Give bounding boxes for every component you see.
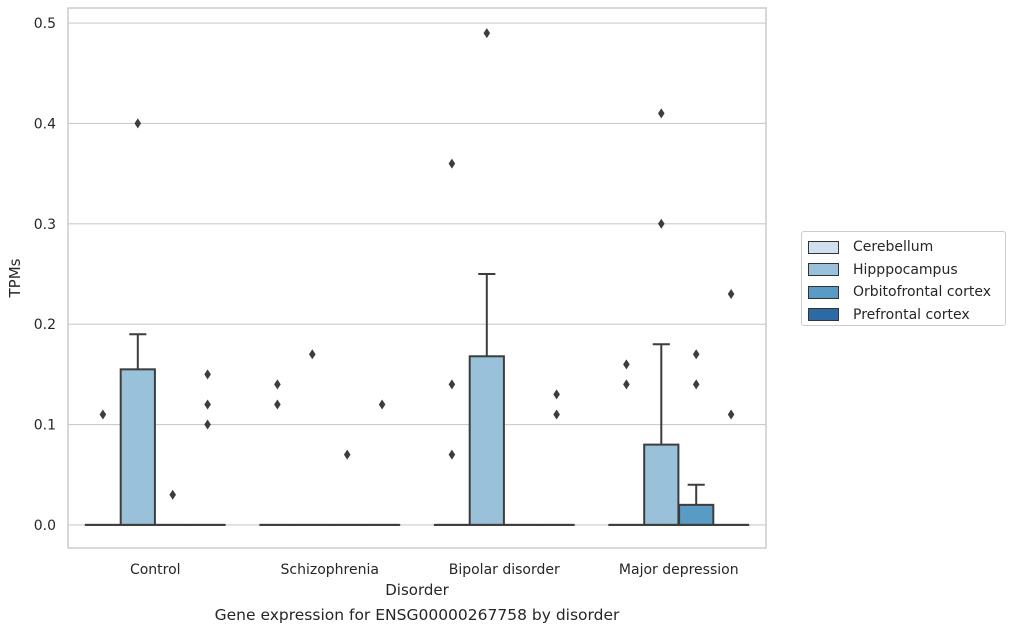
- outlier-marker: [204, 399, 211, 410]
- outlier-marker: [99, 409, 107, 420]
- legend-label-orbitofrontal: Orbitofrontal cortex: [853, 284, 991, 301]
- outlier-marker: [623, 359, 630, 370]
- outlier-marker: [727, 409, 735, 420]
- box: [119, 368, 156, 526]
- legend-item-orbitofrontal: Orbitofrontal cortex: [808, 281, 999, 304]
- outlier-marker: [727, 289, 735, 300]
- x-tick-labels: Control Schizophrenia Bipolar disorder Majo…: [130, 562, 739, 578]
- y-tick-labels: 0.0 0.1 0.2 0.3 0.4 0.5: [34, 16, 56, 534]
- x-tick-label: Major depression: [619, 562, 739, 578]
- outlier-marker: [134, 118, 142, 129]
- y-tick-label: 0.3: [34, 217, 56, 233]
- outlier-marker: [169, 489, 176, 500]
- box-1-0: [119, 333, 156, 526]
- legend-swatch-orbitofrontal: [808, 285, 839, 299]
- x-tick-label: Schizophrenia: [281, 562, 379, 578]
- y-tick-label: 0.0: [34, 518, 56, 534]
- outlier-marker: [309, 349, 316, 360]
- boxes: [84, 272, 750, 526]
- outlier-marker: [204, 369, 211, 380]
- outlier-marker: [658, 218, 665, 229]
- x-tick-label: Bipolar disorder: [449, 562, 560, 578]
- y-tick-label: 0.2: [34, 317, 56, 333]
- box: [643, 443, 680, 526]
- outlier-marker: [274, 379, 281, 390]
- x-axis-label: Disorder: [385, 581, 449, 599]
- outlier-marker: [483, 28, 491, 39]
- y-axis-label: TPMs: [6, 258, 24, 298]
- y-tick-label: 0.4: [34, 116, 56, 132]
- outlier-marker: [378, 399, 386, 410]
- outlier-marker: [692, 349, 700, 360]
- legend: Cerebellum Hipppocampus Orbitofrontal co…: [801, 231, 1006, 326]
- outlier-marker: [448, 158, 456, 169]
- box-plot-chart: 0.0 0.1 0.2 0.3 0.4 0.5 Control Schizophrenia B…: [6, 7, 767, 599]
- figure-caption: Gene expression for ENSG00000267758 by d…: [214, 606, 620, 624]
- outlier-marker: [204, 419, 211, 430]
- outlier-marker: [553, 389, 560, 400]
- legend-label-hippocampus: Hipppocampus: [853, 261, 958, 278]
- y-tick-label: 0.1: [34, 418, 56, 434]
- outlier-marker: [658, 108, 665, 119]
- legend-label-cerebellum: Cerebellum: [853, 239, 934, 256]
- outlier-marker: [274, 399, 281, 410]
- legend-item-prefrontal: Prefrontal cortex: [808, 304, 999, 327]
- outlier-marker: [448, 379, 456, 390]
- y-tick-label: 0.5: [34, 16, 56, 32]
- x-tick-label: Control: [130, 562, 181, 578]
- outlier-marker: [343, 449, 351, 460]
- legend-swatch-hippocampus: [808, 263, 839, 277]
- outlier-marker: [448, 449, 456, 460]
- outliers: [99, 28, 735, 500]
- outlier-marker: [692, 379, 700, 390]
- outlier-marker: [623, 379, 630, 390]
- legend-label-prefrontal: Prefrontal cortex: [853, 306, 970, 323]
- outlier-marker: [553, 409, 560, 420]
- box-1-2: [468, 272, 505, 526]
- plot-area-frame: [67, 7, 767, 549]
- legend-item-cerebellum: Cerebellum: [808, 236, 999, 259]
- box: [468, 355, 505, 526]
- box-2-3: [678, 483, 715, 526]
- box: [678, 503, 715, 526]
- legend-swatch-cerebellum: [808, 240, 839, 254]
- box-1-3: [643, 343, 680, 526]
- legend-swatch-prefrontal: [808, 308, 839, 322]
- legend-item-hippocampus: Hipppocampus: [808, 259, 999, 282]
